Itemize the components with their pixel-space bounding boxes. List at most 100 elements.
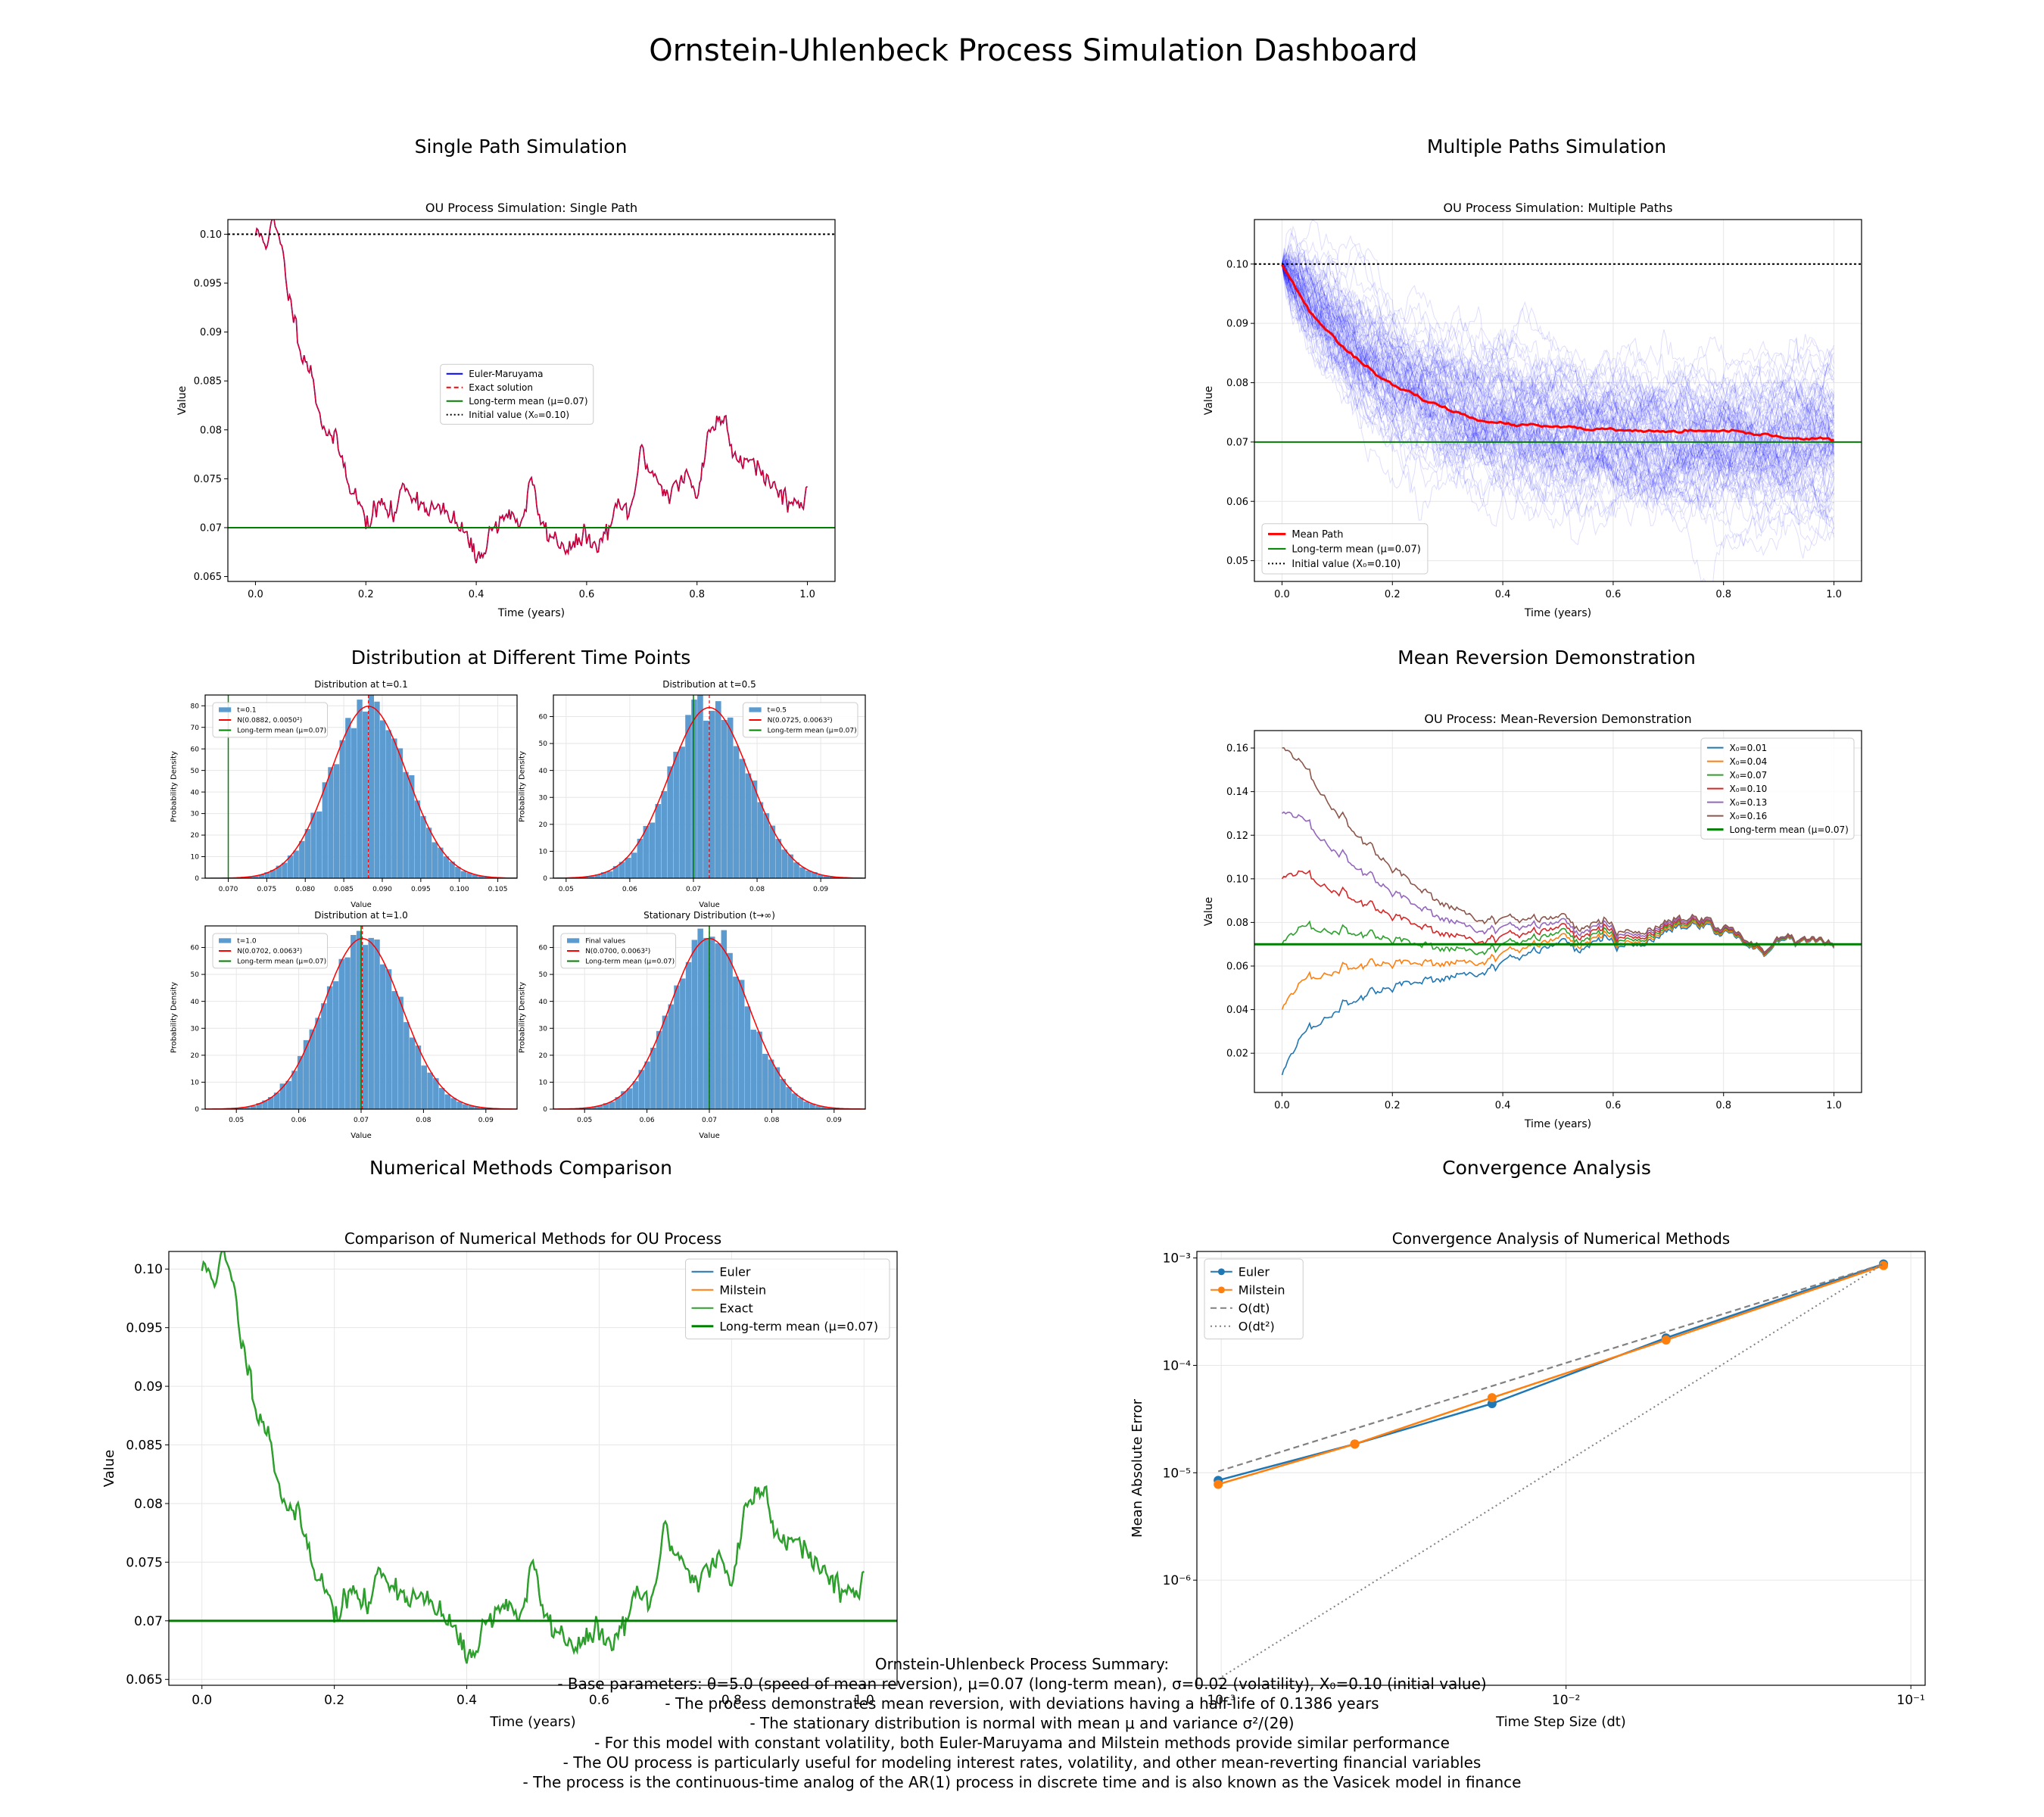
legend-label: Long-term mean (μ=0.07) [585,958,675,966]
histogram-bar [662,1015,668,1109]
legend-label: N(0.0882, 0.0050²) [237,717,302,725]
y-tick-label: 0.09 [1226,319,1248,330]
histogram-bar [615,1097,621,1109]
series-simulated-path [1282,263,1834,504]
series-layer [1254,746,1862,1076]
series-simulated-path [1282,257,1834,491]
histogram-bar [733,746,740,878]
series-layer [553,695,865,878]
series-simulated-path [1282,243,1834,447]
histogram-bar [739,759,746,878]
histogram-bar [385,730,391,878]
histogram-bar [285,1080,291,1109]
series-simulated-path [1282,263,1834,499]
plot-frame [553,694,866,879]
y-tick-label: 20 [191,832,200,840]
x-tick-label: 0.07 [354,1117,369,1124]
series-simulated-path [1282,262,1834,581]
x-tick-label: 0.4 [1495,589,1511,600]
histogram-bar [456,1102,463,1109]
y-tick-label: 0 [195,875,199,883]
histogram-bar [321,1003,327,1109]
y-tick-label: 30 [539,794,548,802]
series-simulated-path [1282,263,1834,475]
x-tick-label: 0.08 [416,1117,431,1124]
legend-label: X₀=0.16 [1730,811,1768,821]
x-axis-label: Time (years) [1524,607,1591,619]
histogram-bar [338,958,344,1109]
panel-title-dist: Distribution at Different Time Points [351,647,691,669]
x-tick-label: 0.8 [1715,1100,1731,1111]
y-tick-label: 20 [539,821,548,829]
x-tick-label: 0.4 [1495,1100,1511,1111]
legend: Mean Path Long-term mean (μ=0.07) Initial … [1261,523,1429,575]
histogram-bar [414,800,421,878]
histogram-bar [421,1065,428,1109]
x-tick-label: 0.2 [1385,1100,1401,1111]
y-tick-label: 0.10 [1226,259,1248,270]
histogram-bar [715,943,721,1109]
legend: Euler Milstein O(dt) O(dt²) [1204,1258,1304,1340]
histogram-bar [597,1105,603,1109]
series-simulated-path [1282,263,1834,488]
chart-revert: 0.0 0.2 0.4 0.6 0.8 1.0 0.02 0.04 0.06 0.08 0.10 0.… [1203,712,1862,1130]
series-simulated-path [1282,263,1834,480]
legend-label: Long-term mean (μ=0.07) [469,396,587,407]
histogram-bar [293,850,299,878]
chart-title: Convergence Analysis of Numerical Method… [1392,1230,1730,1248]
series-simulated-path [1282,263,1834,547]
y-tick-label: 0 [543,875,547,883]
histogram-bar [362,945,369,1109]
legend-label: Long-term mean (μ=0.07) [237,728,326,735]
histogram-bar [268,1097,274,1109]
x-tick-label: 0.05 [559,886,574,893]
y-axis-label: Mean Absolute Error [1129,1398,1145,1538]
legend-box [1261,523,1429,575]
series-simulated-path [1282,263,1834,488]
histogram-bar [472,874,478,878]
histogram-bar [345,718,351,878]
histogram-bar [262,1100,268,1109]
histogram-bar [632,1081,639,1109]
x-tick-label: 0.0 [192,1693,212,1708]
y-tick-label: 10 [539,1080,548,1087]
histogram-bar [703,720,709,878]
summary-line: - The process is the continuous-time ana… [522,1773,1522,1791]
legend-box [560,933,677,969]
histogram-bar [444,1094,451,1109]
legend-label: Long-term mean (μ=0.07) [768,728,857,735]
y-tick-label: 0.02 [1226,1049,1248,1060]
x-tick-label: 0.8 [689,589,705,600]
legend-marker [1217,1286,1225,1294]
legend-swatch [219,938,232,943]
histogram-bar [303,1039,310,1109]
series-simulated-path [1282,263,1834,528]
series-simulated-path [1282,263,1834,498]
plot-frame [204,925,518,1110]
y-tick-label: 0.085 [194,376,222,388]
y-tick-label: 50 [539,971,548,979]
y-axis-label: Value [176,386,189,415]
y-tick-label: 0.095 [194,279,222,290]
y-tick-label: 0.06 [1226,961,1248,973]
histogram-bar [391,738,397,878]
y-tick-label: 20 [539,1052,548,1060]
x-tick-label: 0.075 [257,886,276,893]
legend-marker [1217,1268,1225,1276]
axis-ticks: 0.05 0.06 0.07 0.08 0.09 0 10 20 30 40 50 60 [191,945,494,1124]
plot-area [1254,220,1862,581]
histogram-bar [316,811,322,878]
legend: t=0.1 N(0.0882, 0.0050²) Long-term mean (μ… [212,702,329,738]
x-tick-label: 0.07 [686,886,701,893]
series-simulated-path [1282,263,1834,516]
legend-label: Initial value (X₀=0.10) [1292,559,1401,570]
chart-methods: 0.0 0.2 0.4 0.6 0.8 1.0 0.065 0.07 0.075 0.08 0.08… [101,1230,898,1730]
y-tick-label: 10 [191,1080,200,1087]
histogram-bar [649,822,656,878]
legend-label: Long-term mean (μ=0.07) [237,958,326,966]
histogram-bar [827,1107,833,1109]
axis-ticks: 0.0 0.2 0.4 0.6 0.8 1.0 0.05 0.06 0.07 0.08 0.09 0.… [1226,259,1842,600]
histogram-bar [727,952,733,1109]
data-point [1661,1335,1671,1345]
series-simulated-path [1282,263,1834,478]
